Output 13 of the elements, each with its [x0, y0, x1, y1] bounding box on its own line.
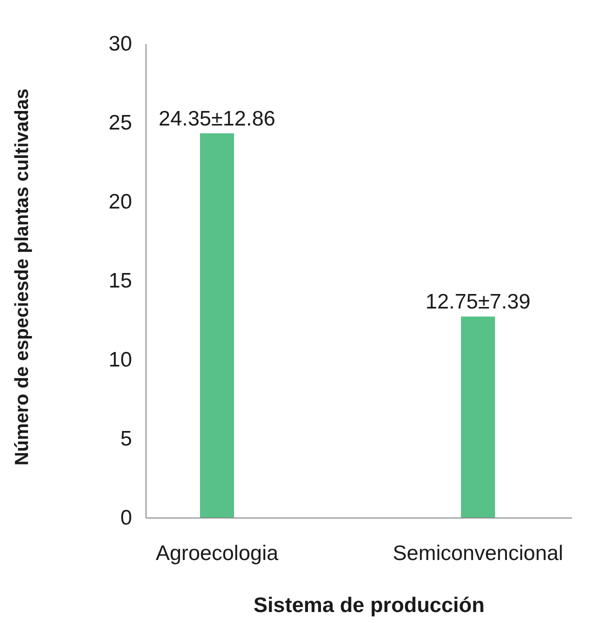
y-tick-label: 15 — [108, 270, 132, 293]
x-tick-label: Agroecologia — [156, 542, 279, 565]
y-tick-label: 20 — [108, 190, 132, 214]
x-tick-label: Semiconvencional — [392, 542, 564, 565]
y-tick-label: 25 — [108, 112, 132, 135]
x-axis-title: Sistema de producción — [253, 594, 485, 617]
data-label: 12.75±7.39 — [426, 290, 530, 314]
y-tick-label: 30 — [108, 32, 132, 56]
y-tick-label: 10 — [108, 348, 132, 372]
y-axis-title: Número de especiesde plantas cultivadas — [12, 88, 33, 466]
y-tick-label: 0 — [120, 506, 132, 530]
y-tick-label: 5 — [120, 428, 132, 451]
data-label: 24.35±12.86 — [158, 107, 276, 130]
